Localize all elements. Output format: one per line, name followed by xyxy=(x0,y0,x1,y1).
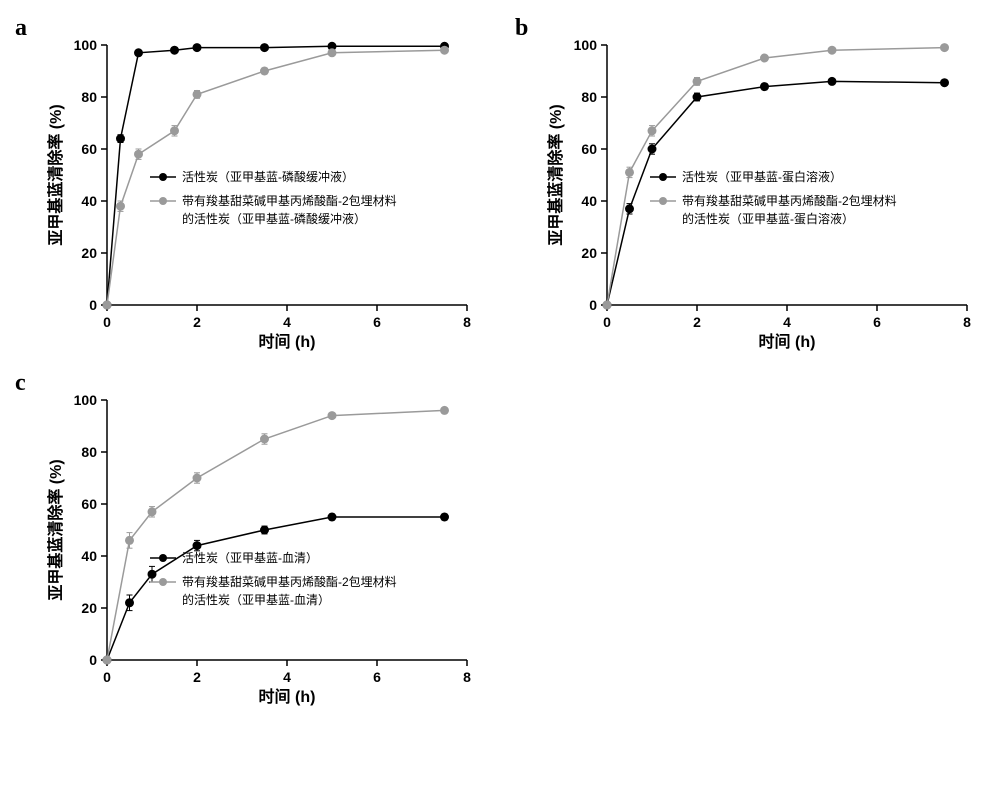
panel-label-a: a xyxy=(15,15,27,42)
svg-text:6: 6 xyxy=(373,669,381,685)
svg-text:活性炭（亚甲基蓝-血清）: 活性炭（亚甲基蓝-血清） xyxy=(182,551,318,565)
chart-c: 02468020406080100时间 (h)亚甲基蓝清除率 (%)活性炭（亚甲… xyxy=(45,390,480,710)
svg-text:60: 60 xyxy=(581,141,597,157)
svg-text:时间 (h): 时间 (h) xyxy=(759,332,816,351)
svg-text:0: 0 xyxy=(103,314,111,330)
svg-text:8: 8 xyxy=(963,314,971,330)
svg-text:带有羧基甜菜碱甲基丙烯酸酯-2包埋材料: 带有羧基甜菜碱甲基丙烯酸酯-2包埋材料 xyxy=(182,574,397,589)
svg-text:80: 80 xyxy=(581,89,597,105)
svg-text:亚甲基蓝清除率 (%): 亚甲基蓝清除率 (%) xyxy=(46,104,65,245)
chart-svg: 02468020406080100时间 (h)亚甲基蓝清除率 (%)活性炭（亚甲… xyxy=(545,35,977,355)
svg-text:40: 40 xyxy=(581,193,597,209)
svg-text:8: 8 xyxy=(463,314,471,330)
svg-text:时间 (h): 时间 (h) xyxy=(259,687,316,706)
svg-text:6: 6 xyxy=(373,314,381,330)
svg-text:20: 20 xyxy=(81,245,97,261)
svg-text:100: 100 xyxy=(74,37,98,53)
svg-text:带有羧基甜菜碱甲基丙烯酸酯-2包埋材料: 带有羧基甜菜碱甲基丙烯酸酯-2包埋材料 xyxy=(182,193,397,208)
svg-text:4: 4 xyxy=(283,669,291,685)
panel-b: b 02468020406080100时间 (h)亚甲基蓝清除率 (%)活性炭（… xyxy=(520,20,980,355)
svg-text:40: 40 xyxy=(81,548,97,564)
svg-text:4: 4 xyxy=(783,314,791,330)
svg-text:4: 4 xyxy=(283,314,291,330)
svg-text:80: 80 xyxy=(81,89,97,105)
svg-text:的活性炭（亚甲基蓝-磷酸缓冲液）: 的活性炭（亚甲基蓝-磷酸缓冲液） xyxy=(182,211,366,226)
svg-text:2: 2 xyxy=(193,669,201,685)
svg-text:40: 40 xyxy=(81,193,97,209)
svg-text:80: 80 xyxy=(81,444,97,460)
svg-text:6: 6 xyxy=(873,314,881,330)
svg-text:0: 0 xyxy=(89,297,97,313)
svg-text:20: 20 xyxy=(81,600,97,616)
chart-b: 02468020406080100时间 (h)亚甲基蓝清除率 (%)活性炭（亚甲… xyxy=(545,35,980,355)
svg-text:0: 0 xyxy=(589,297,597,313)
svg-text:时间 (h): 时间 (h) xyxy=(259,332,316,351)
svg-text:带有羧基甜菜碱甲基丙烯酸酯-2包埋材料: 带有羧基甜菜碱甲基丙烯酸酯-2包埋材料 xyxy=(682,193,897,208)
panel-c: c 02468020406080100时间 (h)亚甲基蓝清除率 (%)活性炭（… xyxy=(20,375,480,710)
svg-text:60: 60 xyxy=(81,141,97,157)
svg-text:2: 2 xyxy=(193,314,201,330)
chart-svg: 02468020406080100时间 (h)亚甲基蓝清除率 (%)活性炭（亚甲… xyxy=(45,390,477,710)
svg-text:的活性炭（亚甲基蓝-蛋白溶液）: 的活性炭（亚甲基蓝-蛋白溶液） xyxy=(682,211,854,226)
svg-text:8: 8 xyxy=(463,669,471,685)
panel-label-c: c xyxy=(15,370,26,397)
figure-grid: a 02468020406080100时间 (h)亚甲基蓝清除率 (%)活性炭（… xyxy=(20,20,980,710)
panel-label-b: b xyxy=(515,15,528,42)
svg-text:0: 0 xyxy=(603,314,611,330)
svg-text:活性炭（亚甲基蓝-蛋白溶液）: 活性炭（亚甲基蓝-蛋白溶液） xyxy=(682,169,842,184)
svg-text:60: 60 xyxy=(81,496,97,512)
svg-text:亚甲基蓝清除率 (%): 亚甲基蓝清除率 (%) xyxy=(546,104,565,245)
svg-text:100: 100 xyxy=(74,392,98,408)
svg-text:0: 0 xyxy=(103,669,111,685)
svg-text:亚甲基蓝清除率 (%): 亚甲基蓝清除率 (%) xyxy=(46,459,65,600)
svg-text:0: 0 xyxy=(89,652,97,668)
svg-text:20: 20 xyxy=(581,245,597,261)
panel-a: a 02468020406080100时间 (h)亚甲基蓝清除率 (%)活性炭（… xyxy=(20,20,480,355)
svg-text:100: 100 xyxy=(574,37,598,53)
svg-text:活性炭（亚甲基蓝-磷酸缓冲液）: 活性炭（亚甲基蓝-磷酸缓冲液） xyxy=(182,169,354,184)
chart-svg: 02468020406080100时间 (h)亚甲基蓝清除率 (%)活性炭（亚甲… xyxy=(45,35,477,355)
chart-a: 02468020406080100时间 (h)亚甲基蓝清除率 (%)活性炭（亚甲… xyxy=(45,35,480,355)
svg-text:的活性炭（亚甲基蓝-血清）: 的活性炭（亚甲基蓝-血清） xyxy=(182,592,330,607)
svg-text:2: 2 xyxy=(693,314,701,330)
